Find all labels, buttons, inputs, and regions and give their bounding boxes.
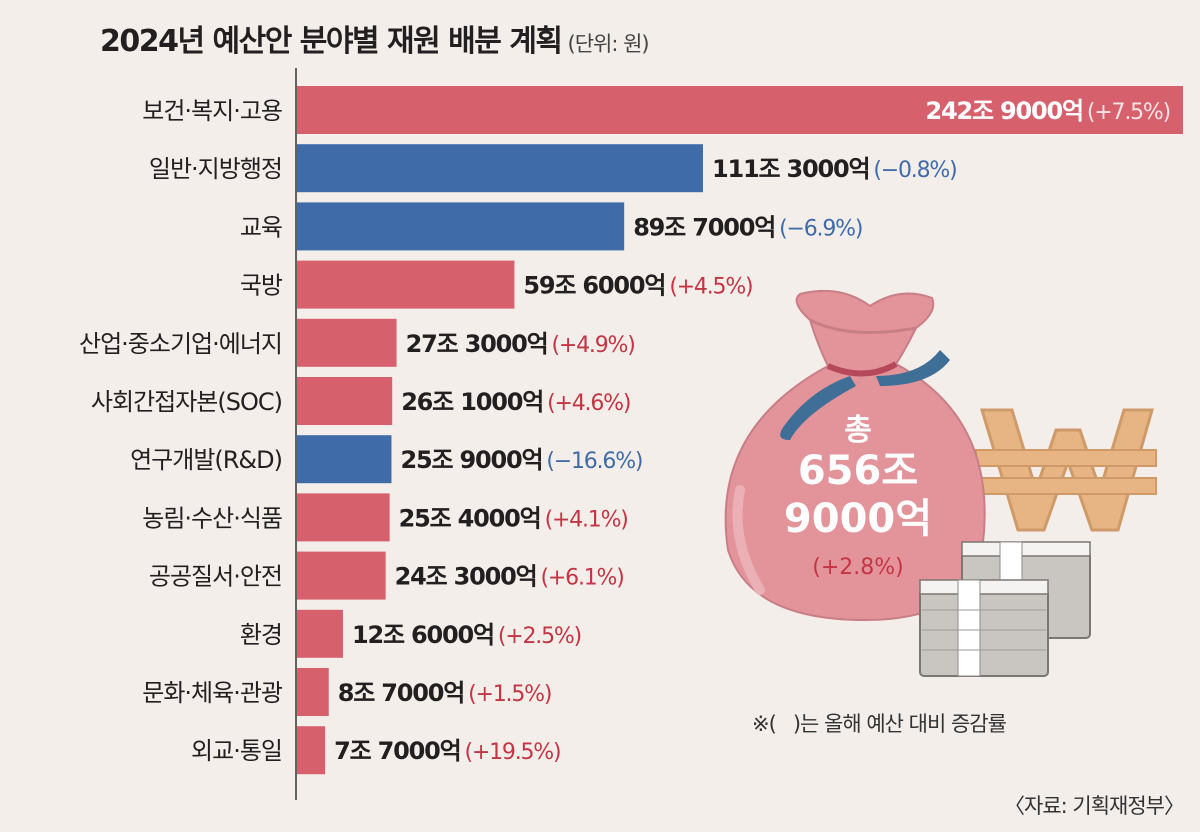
change-label: (+19.5%) (465, 740, 561, 765)
value-amount: 8조 7000억 (338, 679, 464, 707)
category-label: 보건·복지·고용 (142, 97, 282, 125)
value-label: 24조 3000억 (+6.1%) (395, 563, 624, 591)
change-label: (+1.5%) (468, 682, 551, 707)
footnote: ※( )는 올해 예산 대비 증감률 (752, 712, 1007, 736)
bar (297, 668, 329, 716)
value-label: 111조 3000억 (−0.8%) (712, 155, 957, 183)
category-label: 공공질서·안전 (149, 563, 282, 591)
change-label: (−16.6%) (546, 449, 642, 474)
value-label: 89조 7000억 (−6.9%) (633, 213, 862, 241)
value-amount: 242조 9000억 (925, 97, 1082, 125)
value-amount: 25조 9000억 (400, 446, 542, 474)
value-label: 242조 9000억 (+7.5%) (925, 97, 1170, 125)
change-label: (+4.1%) (545, 507, 628, 532)
value-amount: 27조 3000억 (406, 330, 548, 358)
value-label: 27조 3000억 (+4.9%) (406, 330, 635, 358)
change-label: (−6.9%) (779, 216, 862, 241)
bar (297, 202, 625, 251)
value-amount: 24조 3000억 (395, 563, 537, 591)
change-label: (−0.8%) (873, 158, 956, 183)
total-value-line1: 656조 (798, 448, 918, 494)
change-label: (+4.9%) (552, 333, 635, 358)
value-label: 26조 1000억 (+4.6%) (401, 388, 630, 416)
money-bag-icon (724, 290, 986, 622)
chart-title: 2024년 예산안 분야별 재원 배분 계획 (단위: 원) (100, 16, 650, 60)
total-change: (+2.8%) (812, 555, 904, 580)
bar (297, 435, 392, 484)
category-label: 환경 (240, 621, 282, 649)
unit-label: (단위: 원) (567, 32, 650, 56)
value-label: 59조 6000억 (+4.5%) (523, 272, 752, 300)
value-label: 12조 6000억 (+2.5%) (352, 621, 581, 649)
category-label: 연구개발(R&D) (130, 446, 282, 474)
value-amount: 111조 3000억 (712, 155, 869, 183)
category-label: 산업·중소기업·에너지 (79, 330, 282, 358)
value-label: 7조 7000억 (+19.5%) (334, 737, 560, 765)
value-label: 25조 4000억 (+4.1%) (399, 504, 628, 532)
title-text: 2024년 예산안 분야별 재원 배분 계획 (100, 24, 563, 59)
value-amount: 26조 1000억 (401, 388, 543, 416)
bar (297, 318, 397, 367)
cash-stack-icon (919, 541, 1091, 677)
bar (297, 551, 386, 600)
value-label: 8조 7000억 (+1.5%) (338, 679, 552, 707)
category-label: 외교·통일 (191, 737, 282, 765)
value-amount: 59조 6000억 (523, 272, 665, 300)
source-label: 〈자료: 기획재정부〉 (1004, 794, 1185, 818)
bar (297, 260, 515, 309)
change-label: (+4.5%) (669, 275, 752, 300)
total-value-line2: 9000억 (784, 496, 932, 542)
change-label: (+6.1%) (541, 566, 624, 591)
bar (297, 144, 703, 193)
value-amount: 12조 6000억 (352, 621, 494, 649)
won-sign-icon (975, 408, 1157, 532)
category-label: 국방 (240, 272, 283, 300)
category-label: 일반·지방행정 (149, 155, 282, 183)
category-label: 교육 (240, 213, 282, 241)
bar (297, 726, 326, 775)
value-amount: 7조 7000억 (334, 737, 460, 765)
category-label: 사회간접자본(SOC) (91, 388, 282, 416)
bar (297, 493, 390, 542)
value-amount: 25조 4000억 (399, 504, 541, 532)
change-label: (+7.5%) (1087, 100, 1170, 125)
category-label: 문화·체육·관광 (142, 679, 283, 707)
value-label: 25조 9000억 (−16.6%) (400, 446, 642, 474)
total-label: 총 (844, 413, 872, 448)
bar (297, 609, 343, 658)
category-label: 농림·수산·식품 (142, 504, 282, 532)
change-label: (+2.5%) (498, 624, 581, 649)
value-amount: 89조 7000억 (633, 213, 775, 241)
money-bag-illustration: 총 656조 9000억 (+2.8%) (724, 290, 1157, 677)
bar (297, 377, 393, 425)
change-label: (+4.6%) (547, 391, 630, 416)
bar (297, 86, 1183, 134)
